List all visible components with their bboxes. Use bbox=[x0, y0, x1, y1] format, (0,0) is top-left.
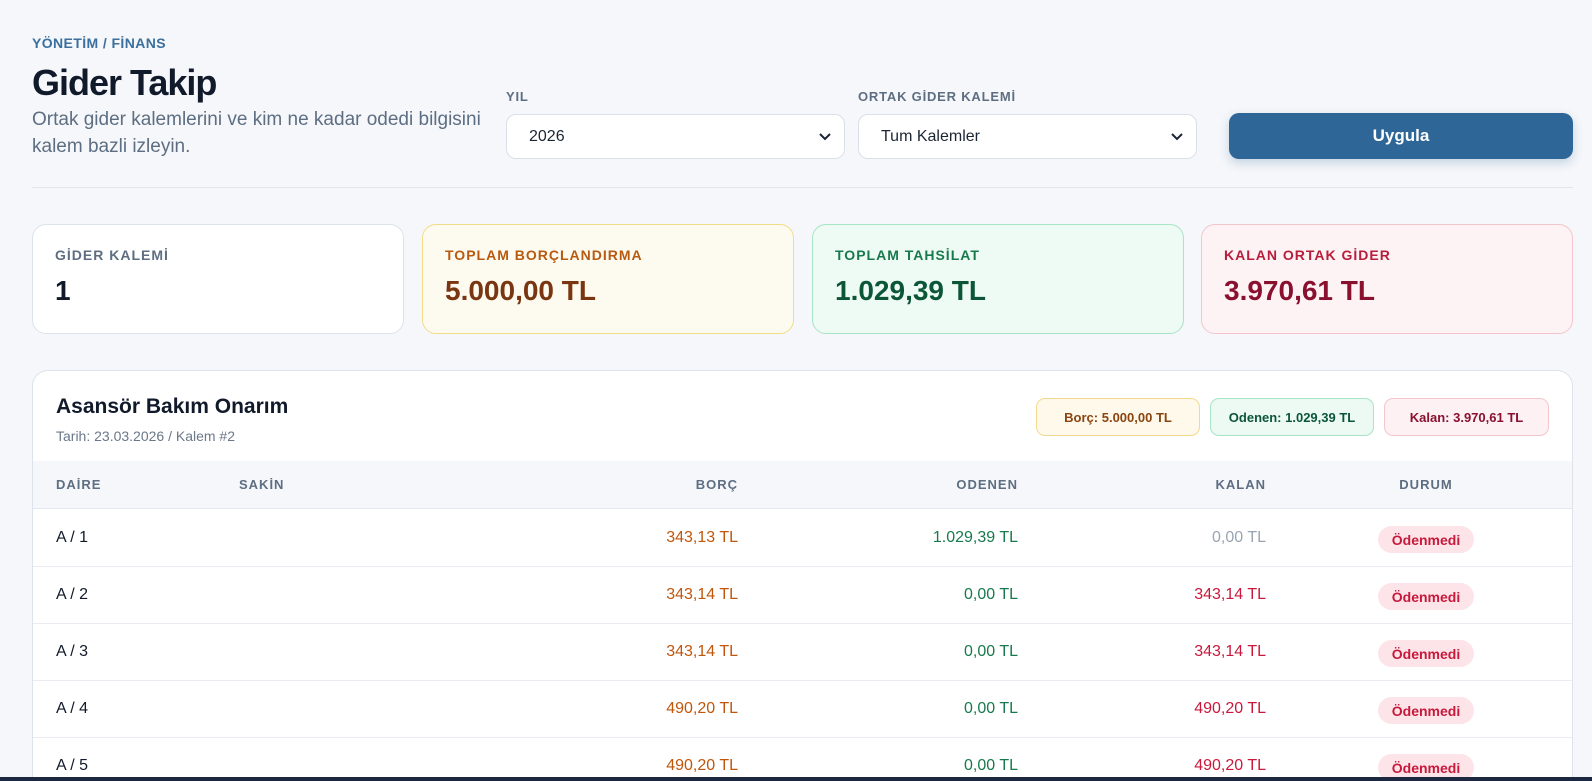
stat-label: TOPLAM BORÇLANDIRMA bbox=[445, 247, 643, 263]
table-row[interactable]: A / 1 343,13 TL 1.029,39 TL 0,00 TL Ödenmedi bbox=[33, 510, 1572, 567]
cell-daire: A / 5 bbox=[56, 757, 89, 774]
cell-borc: 343,14 TL bbox=[666, 643, 738, 660]
expense-item-title: Asansör Bakım Onarım bbox=[56, 395, 289, 418]
expense-item-select[interactable]: Tum Kalemler bbox=[858, 114, 1197, 159]
page-subtitle: Ortak gider kalemlerini ve kim ne kadar … bbox=[32, 109, 481, 157]
cell-daire: A / 3 bbox=[56, 643, 89, 660]
column-header-durum: DURUM bbox=[1399, 477, 1453, 492]
stat-value: 1.029,39 TL bbox=[835, 275, 986, 306]
status-badge: Ödenmedi bbox=[1378, 697, 1474, 724]
column-header-sakin: SAKİN bbox=[239, 477, 285, 492]
expense-item-card: Asansör Bakım Onarım Tarih: 23.03.2026 /… bbox=[32, 370, 1573, 781]
table-row[interactable]: A / 2 343,14 TL 0,00 TL 343,14 TL Ödenmedi bbox=[33, 567, 1572, 624]
status-badge: Ödenmedi bbox=[1378, 526, 1474, 553]
stat-value: 5.000,00 TL bbox=[445, 275, 596, 306]
cell-kalan: 343,14 TL bbox=[1194, 643, 1266, 660]
cell-borc: 343,13 TL bbox=[666, 529, 738, 546]
page-title: Gider Takip bbox=[32, 62, 217, 103]
stat-value: 3.970,61 TL bbox=[1224, 275, 1375, 306]
table-row[interactable]: A / 4 490,20 TL 0,00 TL 490,20 TL Ödenmedi bbox=[33, 681, 1572, 738]
cell-odenen: 0,00 TL bbox=[964, 586, 1018, 603]
cell-kalan: 490,20 TL bbox=[1194, 757, 1266, 774]
cell-daire: A / 1 bbox=[56, 529, 89, 546]
cell-odenen: 0,00 TL bbox=[964, 643, 1018, 660]
status-badge: Ödenmedi bbox=[1378, 754, 1474, 781]
cell-daire: A / 2 bbox=[56, 586, 89, 603]
stat-card-expense-items: GİDER KALEMİ 1 bbox=[32, 224, 404, 334]
breadcrumb[interactable]: YÖNETİM / FİNANS bbox=[32, 35, 166, 51]
cell-borc: 490,20 TL bbox=[666, 757, 738, 774]
expense-item-label: ORTAK GİDER KALEMİ bbox=[858, 89, 1016, 104]
stat-label: GİDER KALEMİ bbox=[55, 247, 169, 263]
divider bbox=[32, 187, 1573, 188]
cell-kalan: 490,20 TL bbox=[1194, 700, 1266, 717]
remaining-chip: Kalan: 3.970,61 TL bbox=[1384, 398, 1549, 436]
stat-value: 1 bbox=[55, 275, 71, 306]
year-select[interactable]: 2026 bbox=[506, 114, 845, 159]
cell-borc: 343,14 TL bbox=[666, 586, 738, 603]
table-row[interactable]: A / 5 490,20 TL 0,00 TL 490,20 TL Ödenmedi bbox=[33, 738, 1572, 781]
year-select-value: 2026 bbox=[529, 127, 565, 145]
column-header-daire: DAİRE bbox=[56, 477, 102, 492]
table-header: DAİRE SAKİN BORÇ ODENEN KALAN DURUM bbox=[33, 461, 1572, 509]
cell-borc: 490,20 TL bbox=[666, 700, 738, 717]
stat-card-total-collection: TOPLAM TAHSİLAT 1.029,39 TL bbox=[812, 224, 1184, 334]
column-header-kalan: KALAN bbox=[1215, 477, 1266, 492]
debit-chip: Borç: 5.000,00 TL bbox=[1036, 398, 1200, 436]
apply-button[interactable]: Uygula bbox=[1229, 113, 1573, 159]
chevron-down-icon bbox=[1171, 133, 1183, 141]
stat-card-remaining: KALAN ORTAK GİDER 3.970,61 TL bbox=[1201, 224, 1573, 334]
column-header-odenen: ODENEN bbox=[956, 477, 1018, 492]
cell-odenen: 0,00 TL bbox=[964, 700, 1018, 717]
bottom-bar bbox=[0, 777, 1592, 781]
column-header-borc: BORÇ bbox=[695, 477, 738, 492]
stat-label: KALAN ORTAK GİDER bbox=[1224, 247, 1391, 263]
table-row[interactable]: A / 3 343,14 TL 0,00 TL 343,14 TL Ödenmedi bbox=[33, 624, 1572, 681]
cell-kalan: 343,14 TL bbox=[1194, 586, 1266, 603]
cell-odenen: 0,00 TL bbox=[964, 757, 1018, 774]
cell-daire: A / 4 bbox=[56, 700, 89, 717]
cell-kalan: 0,00 TL bbox=[1212, 529, 1266, 546]
status-badge: Ödenmedi bbox=[1378, 583, 1474, 610]
year-label: YIL bbox=[506, 89, 529, 104]
status-badge: Ödenmedi bbox=[1378, 640, 1474, 667]
cell-odenen: 1.029,39 TL bbox=[932, 529, 1018, 546]
stat-label: TOPLAM TAHSİLAT bbox=[835, 247, 980, 263]
stat-card-total-debit: TOPLAM BORÇLANDIRMA 5.000,00 TL bbox=[422, 224, 794, 334]
paid-chip: Odenen: 1.029,39 TL bbox=[1210, 398, 1374, 436]
chevron-down-icon bbox=[819, 133, 831, 141]
expense-item-select-value: Tum Kalemler bbox=[881, 127, 980, 145]
expense-item-subtitle: Tarih: 23.03.2026 / Kalem #2 bbox=[56, 428, 236, 444]
